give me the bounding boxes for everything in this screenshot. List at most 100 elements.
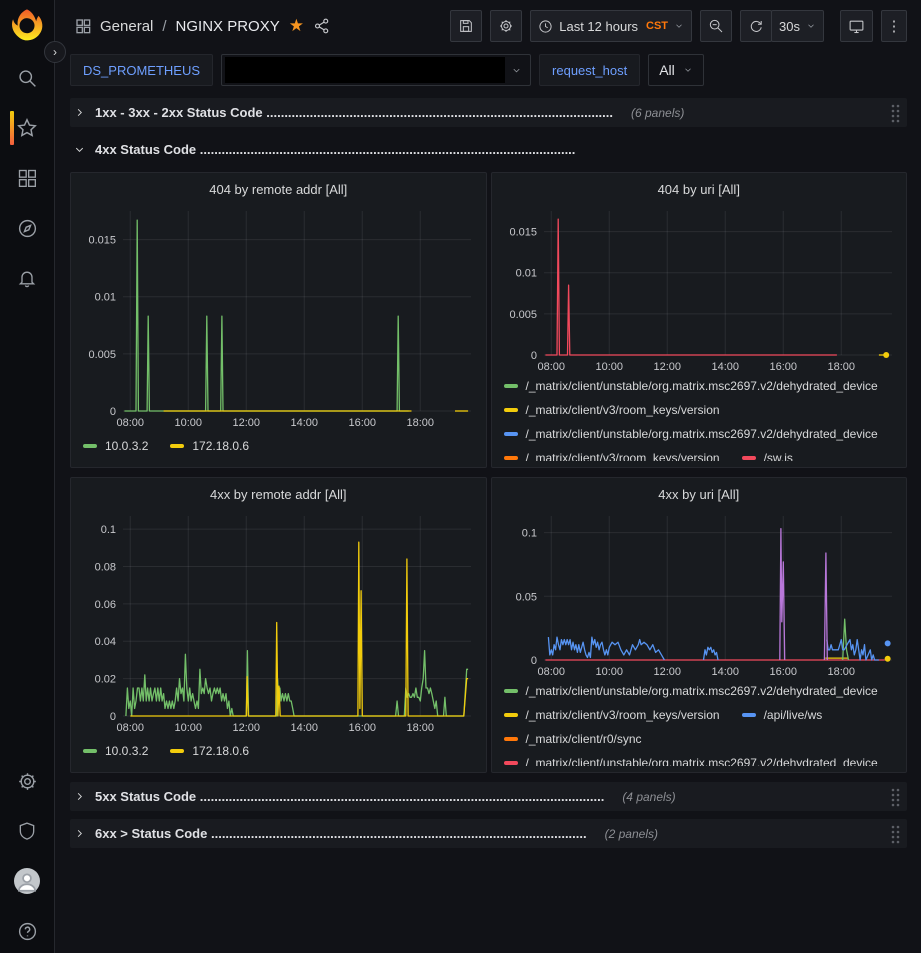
legend-label: 172.18.0.6 xyxy=(192,439,250,453)
refresh-icon xyxy=(750,20,762,32)
legend-label: /_matrix/client/unstable/org.matrix.msc2… xyxy=(525,427,878,441)
clock-icon xyxy=(539,19,552,33)
timeseries-chart[interactable]: 08:00 10:00 12:00 14:00 16:00 18:00 0 0.02 0.04 0… xyxy=(79,508,479,736)
svg-text:18:00: 18:00 xyxy=(827,666,855,678)
breadcrumb-separator: / xyxy=(162,17,167,35)
refresh-button[interactable] xyxy=(740,10,773,42)
row-panel-count: (4 panels) xyxy=(622,789,676,804)
more-options-button[interactable]: ⋮ xyxy=(881,10,907,42)
zoom-out-button[interactable] xyxy=(700,10,733,42)
zoom-out-icon xyxy=(709,19,723,33)
legend-item[interactable]: 10.0.3.2 xyxy=(83,740,148,762)
panel-legend: 10.0.3.2 172.18.0.6 xyxy=(79,740,478,762)
request-host-select[interactable]: All xyxy=(648,54,704,86)
dashboard-body: 1xx - 3xx - 2xx Status Code ............… xyxy=(55,94,921,856)
legend-label: 10.0.3.2 xyxy=(105,744,149,758)
sidebar-item-server-admin[interactable] xyxy=(0,819,55,843)
svg-text:0.1: 0.1 xyxy=(101,524,116,536)
timeseries-chart[interactable]: 08:00 10:00 12:00 14:00 16:00 18:00 0 0.005 0.01… xyxy=(79,203,479,431)
dashboard-header: General / NGINX PROXY ★ Last 12 hours CS… xyxy=(55,0,921,52)
legend-swatch xyxy=(503,761,518,765)
legend-item[interactable]: /_matrix/client/v3/room_keys/version xyxy=(503,447,720,461)
panel-title[interactable]: 4xx by remote addr [All] xyxy=(209,487,347,502)
drag-handle-icon[interactable] xyxy=(890,824,901,844)
sidebar-item-profile[interactable] xyxy=(0,868,55,894)
request-host-value: All xyxy=(659,62,675,78)
variable-label-ds-prometheus[interactable]: DS_PROMETHEUS xyxy=(70,54,214,86)
drag-handle-icon[interactable] xyxy=(890,103,901,123)
svg-text:08:00: 08:00 xyxy=(116,417,144,429)
row-leader-dots: ........................................… xyxy=(210,826,587,841)
sidebar-item-starred[interactable] xyxy=(0,111,55,145)
legend-item[interactable]: /_matrix/client/unstable/org.matrix.msc2… xyxy=(503,752,878,766)
breadcrumb-folder[interactable]: General xyxy=(100,17,154,35)
svg-text:0.01: 0.01 xyxy=(95,292,116,304)
sidebar-item-help[interactable] xyxy=(0,919,55,943)
svg-text:16:00: 16:00 xyxy=(348,722,376,734)
svg-text:10:00: 10:00 xyxy=(174,417,202,429)
row-panel-count: (2 panels) xyxy=(604,826,658,841)
svg-text:0: 0 xyxy=(110,406,116,418)
legend-item[interactable]: /_matrix/client/v3/room_keys/version xyxy=(503,399,720,421)
panel-title[interactable]: 404 by uri [All] xyxy=(657,182,740,197)
bell-icon xyxy=(18,271,36,288)
panel-title[interactable]: 404 by remote addr [All] xyxy=(209,182,348,197)
dashboard-toolbar: Last 12 hours CST 30s xyxy=(450,10,907,42)
legend-item[interactable]: 172.18.0.6 xyxy=(170,435,249,457)
legend-swatch xyxy=(503,737,518,741)
legend-item[interactable]: /sw.js xyxy=(741,447,793,461)
legend-item[interactable]: /_matrix/client/unstable/org.matrix.msc2… xyxy=(503,680,878,702)
sidebar-item-alerting[interactable] xyxy=(0,266,55,290)
svg-text:14:00: 14:00 xyxy=(290,417,318,429)
cycle-view-mode-button[interactable] xyxy=(840,10,873,42)
timeseries-chart[interactable]: 08:00 10:00 12:00 14:00 16:00 18:00 0 0.005 0.01… xyxy=(500,203,900,375)
legend-swatch xyxy=(170,749,185,753)
legend-swatch xyxy=(503,713,518,717)
grafana-logo[interactable] xyxy=(10,8,44,42)
svg-text:16:00: 16:00 xyxy=(348,417,376,429)
legend-item[interactable]: /_matrix/client/r0/sync xyxy=(503,728,642,750)
legend-item[interactable]: 172.18.0.6 xyxy=(170,740,249,762)
favorite-star-icon[interactable]: ★ xyxy=(288,16,304,35)
legend-swatch xyxy=(503,456,518,460)
legend-item[interactable]: /api/live/ws xyxy=(741,704,822,726)
datasource-select[interactable] xyxy=(221,54,532,86)
sidebar-expand-button[interactable]: › xyxy=(44,41,66,63)
sidebar-item-search[interactable] xyxy=(0,66,55,90)
save-dashboard-button[interactable] xyxy=(450,10,483,42)
time-range-picker[interactable]: Last 12 hours CST xyxy=(530,10,693,42)
drag-handle-icon[interactable] xyxy=(890,787,901,807)
panel-title[interactable]: 4xx by uri [All] xyxy=(658,487,740,502)
legend-swatch xyxy=(503,432,518,436)
row-1xx-3xx-2xx[interactable]: 1xx - 3xx - 2xx Status Code ............… xyxy=(70,98,907,127)
panel-legend: /_matrix/client/unstable/org.matrix.msc2… xyxy=(500,680,899,766)
variable-label-request-host[interactable]: request_host xyxy=(539,54,641,86)
refresh-interval-picker[interactable]: 30s xyxy=(771,10,824,42)
row-leader-dots: ........................................… xyxy=(199,142,576,157)
legend-item[interactable]: /_matrix/client/v3/room_keys/version xyxy=(503,704,720,726)
legend-item[interactable]: 10.0.3.2 xyxy=(83,435,148,457)
svg-text:10:00: 10:00 xyxy=(174,722,202,734)
sidebar-item-explore[interactable] xyxy=(0,216,55,240)
legend-item[interactable]: /_matrix/client/unstable/org.matrix.msc2… xyxy=(503,375,878,397)
gear-icon xyxy=(500,20,513,32)
svg-text:14:00: 14:00 xyxy=(711,361,739,373)
panel-4xx-by-remote-addr: 4xx by remote addr [All] 08:00 10:00 12:00… xyxy=(70,477,487,773)
svg-text:0.08: 0.08 xyxy=(95,561,116,573)
legend-item[interactable]: /_matrix/client/unstable/org.matrix.msc2… xyxy=(503,423,878,445)
legend-label: /_matrix/client/unstable/org.matrix.msc2… xyxy=(525,379,878,393)
svg-text:0: 0 xyxy=(110,711,116,723)
row-6xx[interactable]: 6xx > Status Code ......................… xyxy=(70,819,907,848)
timeseries-chart[interactable]: 08:00 10:00 12:00 14:00 16:00 18:00 0 0.05 0.1 xyxy=(500,508,900,680)
svg-text:10:00: 10:00 xyxy=(595,361,623,373)
dashboard-title[interactable]: NGINX PROXY xyxy=(175,17,280,35)
sidebar-item-dashboards[interactable] xyxy=(0,166,55,190)
row-4xx[interactable]: 4xx Status Code ........................… xyxy=(70,135,907,164)
share-icon[interactable] xyxy=(313,17,331,35)
row-5xx[interactable]: 5xx Status Code ........................… xyxy=(70,782,907,811)
svg-text:08:00: 08:00 xyxy=(537,666,565,678)
legend-swatch xyxy=(83,749,97,753)
dashboard-settings-button[interactable] xyxy=(490,10,523,42)
sidebar-item-configuration[interactable] xyxy=(0,769,55,793)
svg-text:0.005: 0.005 xyxy=(88,349,116,361)
